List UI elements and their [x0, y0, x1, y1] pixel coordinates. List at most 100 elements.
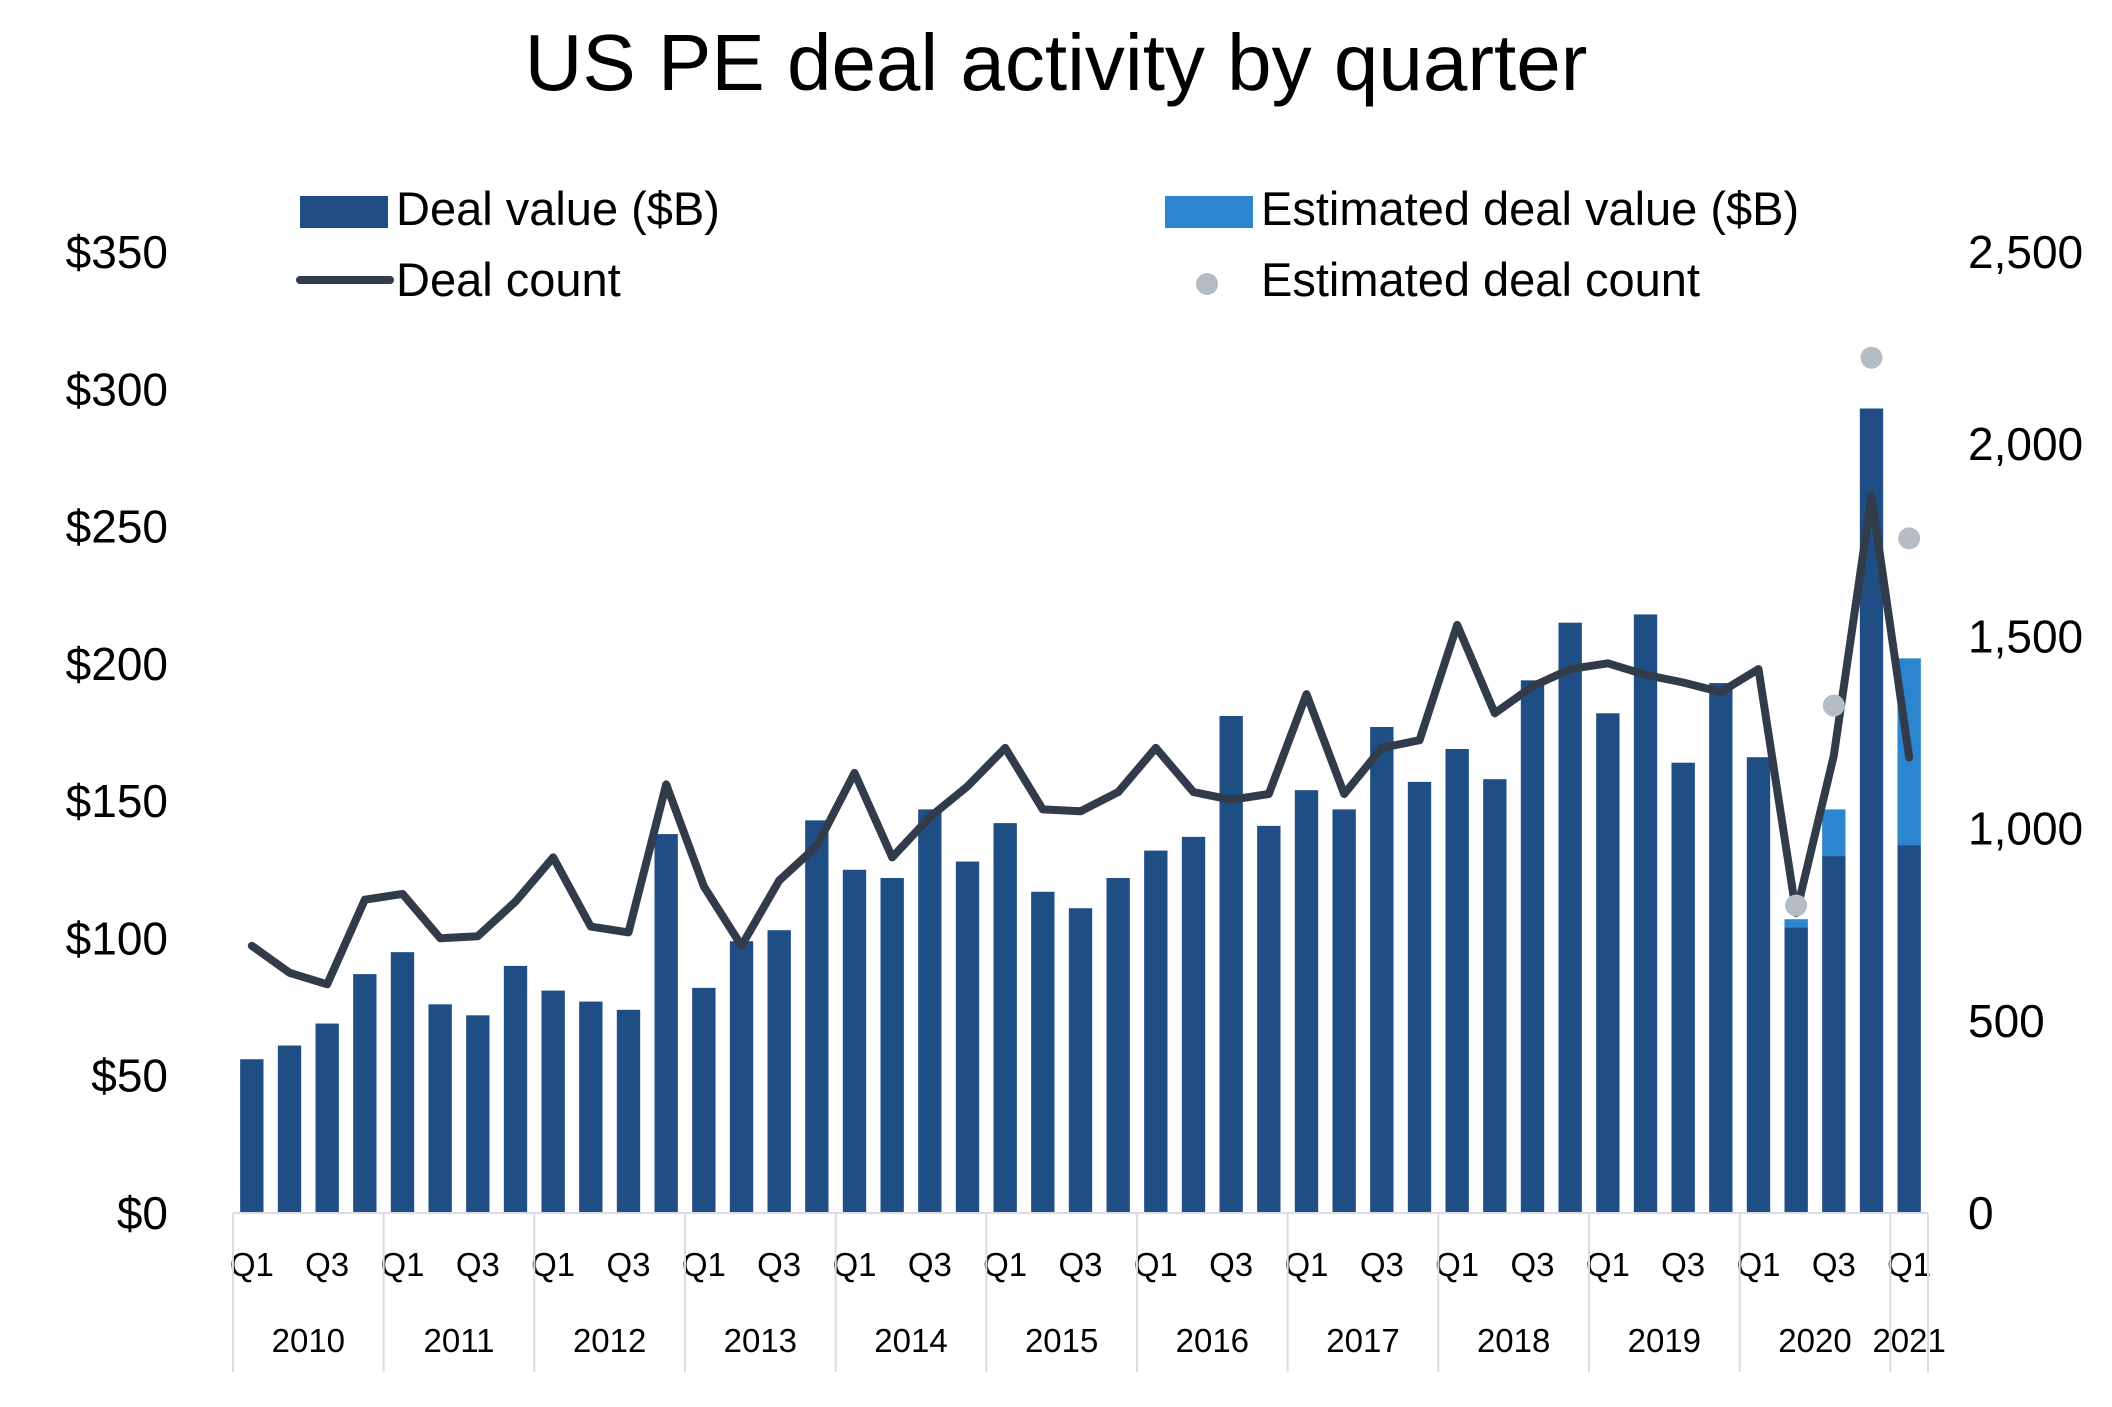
quarter-tick-label: Q1: [380, 1246, 424, 1283]
deal-value-bar: [579, 1001, 603, 1213]
deal-value-bar: [390, 952, 415, 1213]
deal-value-bar: [1181, 836, 1206, 1213]
y-left-tick-label: $250: [66, 501, 168, 553]
y-left-tick-label: $50: [91, 1050, 168, 1102]
deal-value-bar: [315, 1023, 339, 1213]
y-axis-right: 0 500 1,000 1,500 2,000 2,500: [1968, 226, 2083, 1239]
deal-value-bar: [1144, 850, 1168, 1213]
deal-value-bar: [541, 990, 565, 1213]
year-tick-label: 2016: [1176, 1322, 1249, 1359]
deal-value-bar: [805, 820, 829, 1213]
quarter-tick-label: Q1: [1284, 1246, 1328, 1283]
deal-value-bar: [616, 1009, 641, 1213]
quarter-tick-label: Q1: [983, 1246, 1027, 1283]
deal-value-bar: [955, 861, 980, 1213]
legend: Deal value ($B) Estimated deal value ($B…: [296, 182, 1799, 306]
estimated-deal-count-point: [1822, 694, 1845, 717]
y-right-tick-label: 0: [1968, 1187, 1994, 1239]
deal-value-bar: [353, 974, 377, 1213]
year-tick-label: 2011: [424, 1322, 495, 1359]
quarter-tick-label: Q3: [757, 1246, 801, 1283]
estimated-deal-count-point: [1860, 346, 1883, 369]
deal-value-bar: [767, 930, 791, 1213]
year-tick-label: 2021: [1872, 1322, 1945, 1359]
deal-value-bar: [1294, 790, 1319, 1213]
quarter-tick-label: Q1: [230, 1246, 274, 1283]
deal-value-bar: [1897, 845, 1921, 1213]
deal-value-bar: [993, 823, 1017, 1213]
deal-value-bar: [428, 1004, 452, 1213]
y-right-tick-label: 500: [1968, 995, 2045, 1047]
y-right-tick-label: 2,000: [1968, 418, 2083, 470]
deal-value-bar: [1822, 856, 1846, 1213]
year-tick-label: 2020: [1778, 1322, 1851, 1359]
x-axis: Q1 Q3 Q1 Q3 Q1 Q3 Q1 Q3 Q1 Q3 Q1 Q3 Q1 Q3 Q1 Q3 Q1 Q3 Q1 Q3…: [230, 1212, 1946, 1372]
deal-value-bar: [1859, 408, 1884, 1213]
deal-value-bar: [240, 1059, 264, 1213]
deal-value-bar: [1746, 757, 1771, 1213]
quarter-tick-label: Q1: [1134, 1246, 1178, 1283]
quarter-tick-label: Q3: [1058, 1246, 1102, 1283]
legend-label-deal-count: Deal count: [396, 253, 621, 306]
deal-value-bar: [1709, 683, 1733, 1213]
estimated-deal-count-point: [1898, 527, 1921, 550]
quarter-tick-label: Q3: [606, 1246, 650, 1283]
legend-swatch-deal-value: [300, 196, 388, 228]
y-left-tick-label: $100: [66, 912, 168, 964]
quarter-tick-label: Q1: [531, 1246, 575, 1283]
legend-swatch-estimated-deal-value: [1165, 196, 1253, 228]
quarter-tick-label: Q3: [1209, 1246, 1253, 1283]
legend-dot-estimated-deal-count: [1196, 273, 1218, 295]
year-tick-label: 2012: [573, 1322, 646, 1359]
y-left-tick-label: $300: [66, 363, 168, 415]
quarter-tick-label: Q3: [1510, 1246, 1554, 1283]
deal-value-bar: [692, 987, 716, 1213]
estimated-deal-count-point: [1785, 894, 1808, 917]
deal-value-bar: [1596, 713, 1620, 1213]
deal-value-bar: [1784, 927, 1808, 1213]
deal-value-bar: [1106, 878, 1130, 1213]
deal-value-bar: [1370, 727, 1394, 1213]
deal-count-line: [247, 492, 1914, 989]
y-left-tick-label: $350: [66, 226, 168, 278]
y-left-tick-label: $0: [117, 1187, 168, 1239]
legend-label-deal-value: Deal value ($B): [396, 182, 720, 235]
quarter-tick-label: Q3: [1661, 1246, 1705, 1283]
year-tick-label: 2017: [1326, 1322, 1399, 1359]
deal-value-bar: [1031, 891, 1055, 1213]
year-tick-label: 2018: [1477, 1322, 1550, 1359]
estimated-deal-count-dots: [1785, 346, 1921, 917]
estimated-deal-value-bar: [1784, 919, 1808, 928]
deal-value-bar: [466, 1015, 490, 1213]
legend-label-estimated-deal-value: Estimated deal value ($B): [1261, 182, 1799, 235]
deal-value-bar: [1520, 680, 1545, 1213]
deal-value-bar: [503, 965, 528, 1213]
y-right-tick-label: 2,500: [1968, 226, 2083, 278]
bars: [240, 408, 1921, 1213]
deal-value-bar: [1671, 762, 1695, 1213]
deal-value-bar: [842, 869, 867, 1213]
quarter-tick-label: Q1: [682, 1246, 726, 1283]
quarter-tick-label: Q1: [1887, 1246, 1931, 1283]
y-left-tick-label: $200: [66, 638, 168, 690]
deal-count-series-line: [247, 492, 1914, 989]
deal-value-bar: [277, 1045, 302, 1213]
deal-value-bar: [1558, 622, 1582, 1213]
quarter-tick-label: Q3: [456, 1246, 500, 1283]
quarter-tick-label: Q3: [908, 1246, 952, 1283]
quarter-tick-label: Q3: [305, 1246, 349, 1283]
y-right-tick-label: 1,000: [1968, 803, 2083, 855]
deal-value-bar: [1219, 716, 1243, 1213]
quarter-tick-label: Q3: [1360, 1246, 1404, 1283]
year-tick-label: 2015: [1025, 1322, 1098, 1359]
deal-value-bar: [1068, 908, 1093, 1213]
quarter-tick-label: Q3: [1812, 1246, 1856, 1283]
deal-value-bar: [1257, 825, 1281, 1213]
year-tick-label: 2014: [874, 1322, 947, 1359]
deal-value-bar: [880, 878, 904, 1213]
year-tick-label: 2013: [724, 1322, 797, 1359]
quarter-tick-label: Q1: [1586, 1246, 1630, 1283]
deal-value-bar: [1332, 809, 1356, 1213]
estimated-deal-value-bar: [1822, 809, 1846, 857]
